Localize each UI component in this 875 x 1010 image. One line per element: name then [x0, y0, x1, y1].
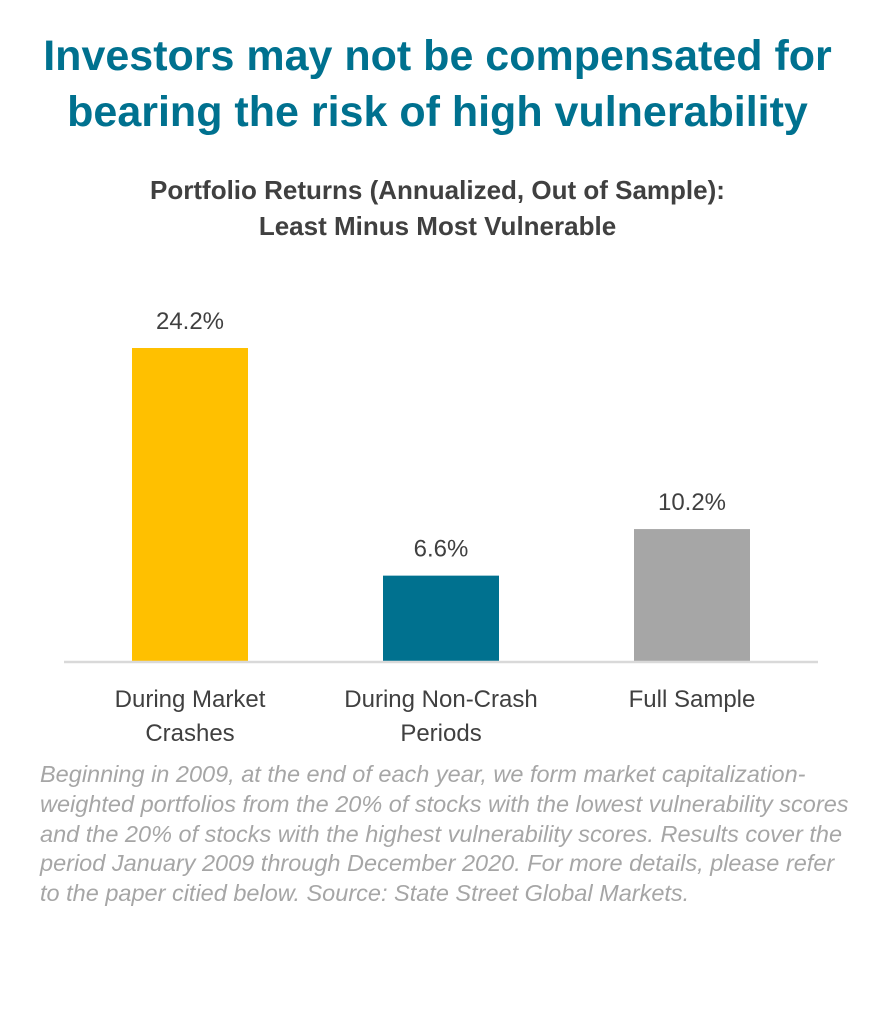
category-label-1-line-2: Crashes [145, 720, 234, 747]
page-title-line-1: Investors may not be compensated for [43, 32, 832, 80]
data-label-3: 10.2% [658, 489, 726, 516]
data-label-1: 24.2% [156, 308, 224, 335]
chart-title-line-1: Portfolio Returns (Annualized, Out of Sa… [150, 175, 725, 205]
category-label-1-line-1: During Market [115, 686, 266, 713]
category-label-3-line-1: Full Sample [629, 686, 756, 713]
category-label-2-line-1: During Non-Crash [344, 686, 537, 713]
chart-footnote: Beginning in 2009, at the end of each ye… [40, 761, 849, 907]
page-title-line-2: bearing the risk of high vulnerability [67, 88, 808, 136]
bar-1 [132, 348, 248, 661]
category-label-2-line-2: Periods [400, 720, 481, 747]
data-label-2: 6.6% [414, 536, 469, 563]
bar-2 [383, 575, 499, 661]
chart-title: Portfolio Returns (Annualized, Out of Sa… [20, 172, 855, 244]
bar-3 [634, 529, 750, 661]
page-title: Investors may not be compensated for bea… [20, 28, 855, 140]
chart-title-line-2: Least Minus Most Vulnerable [258, 211, 617, 241]
